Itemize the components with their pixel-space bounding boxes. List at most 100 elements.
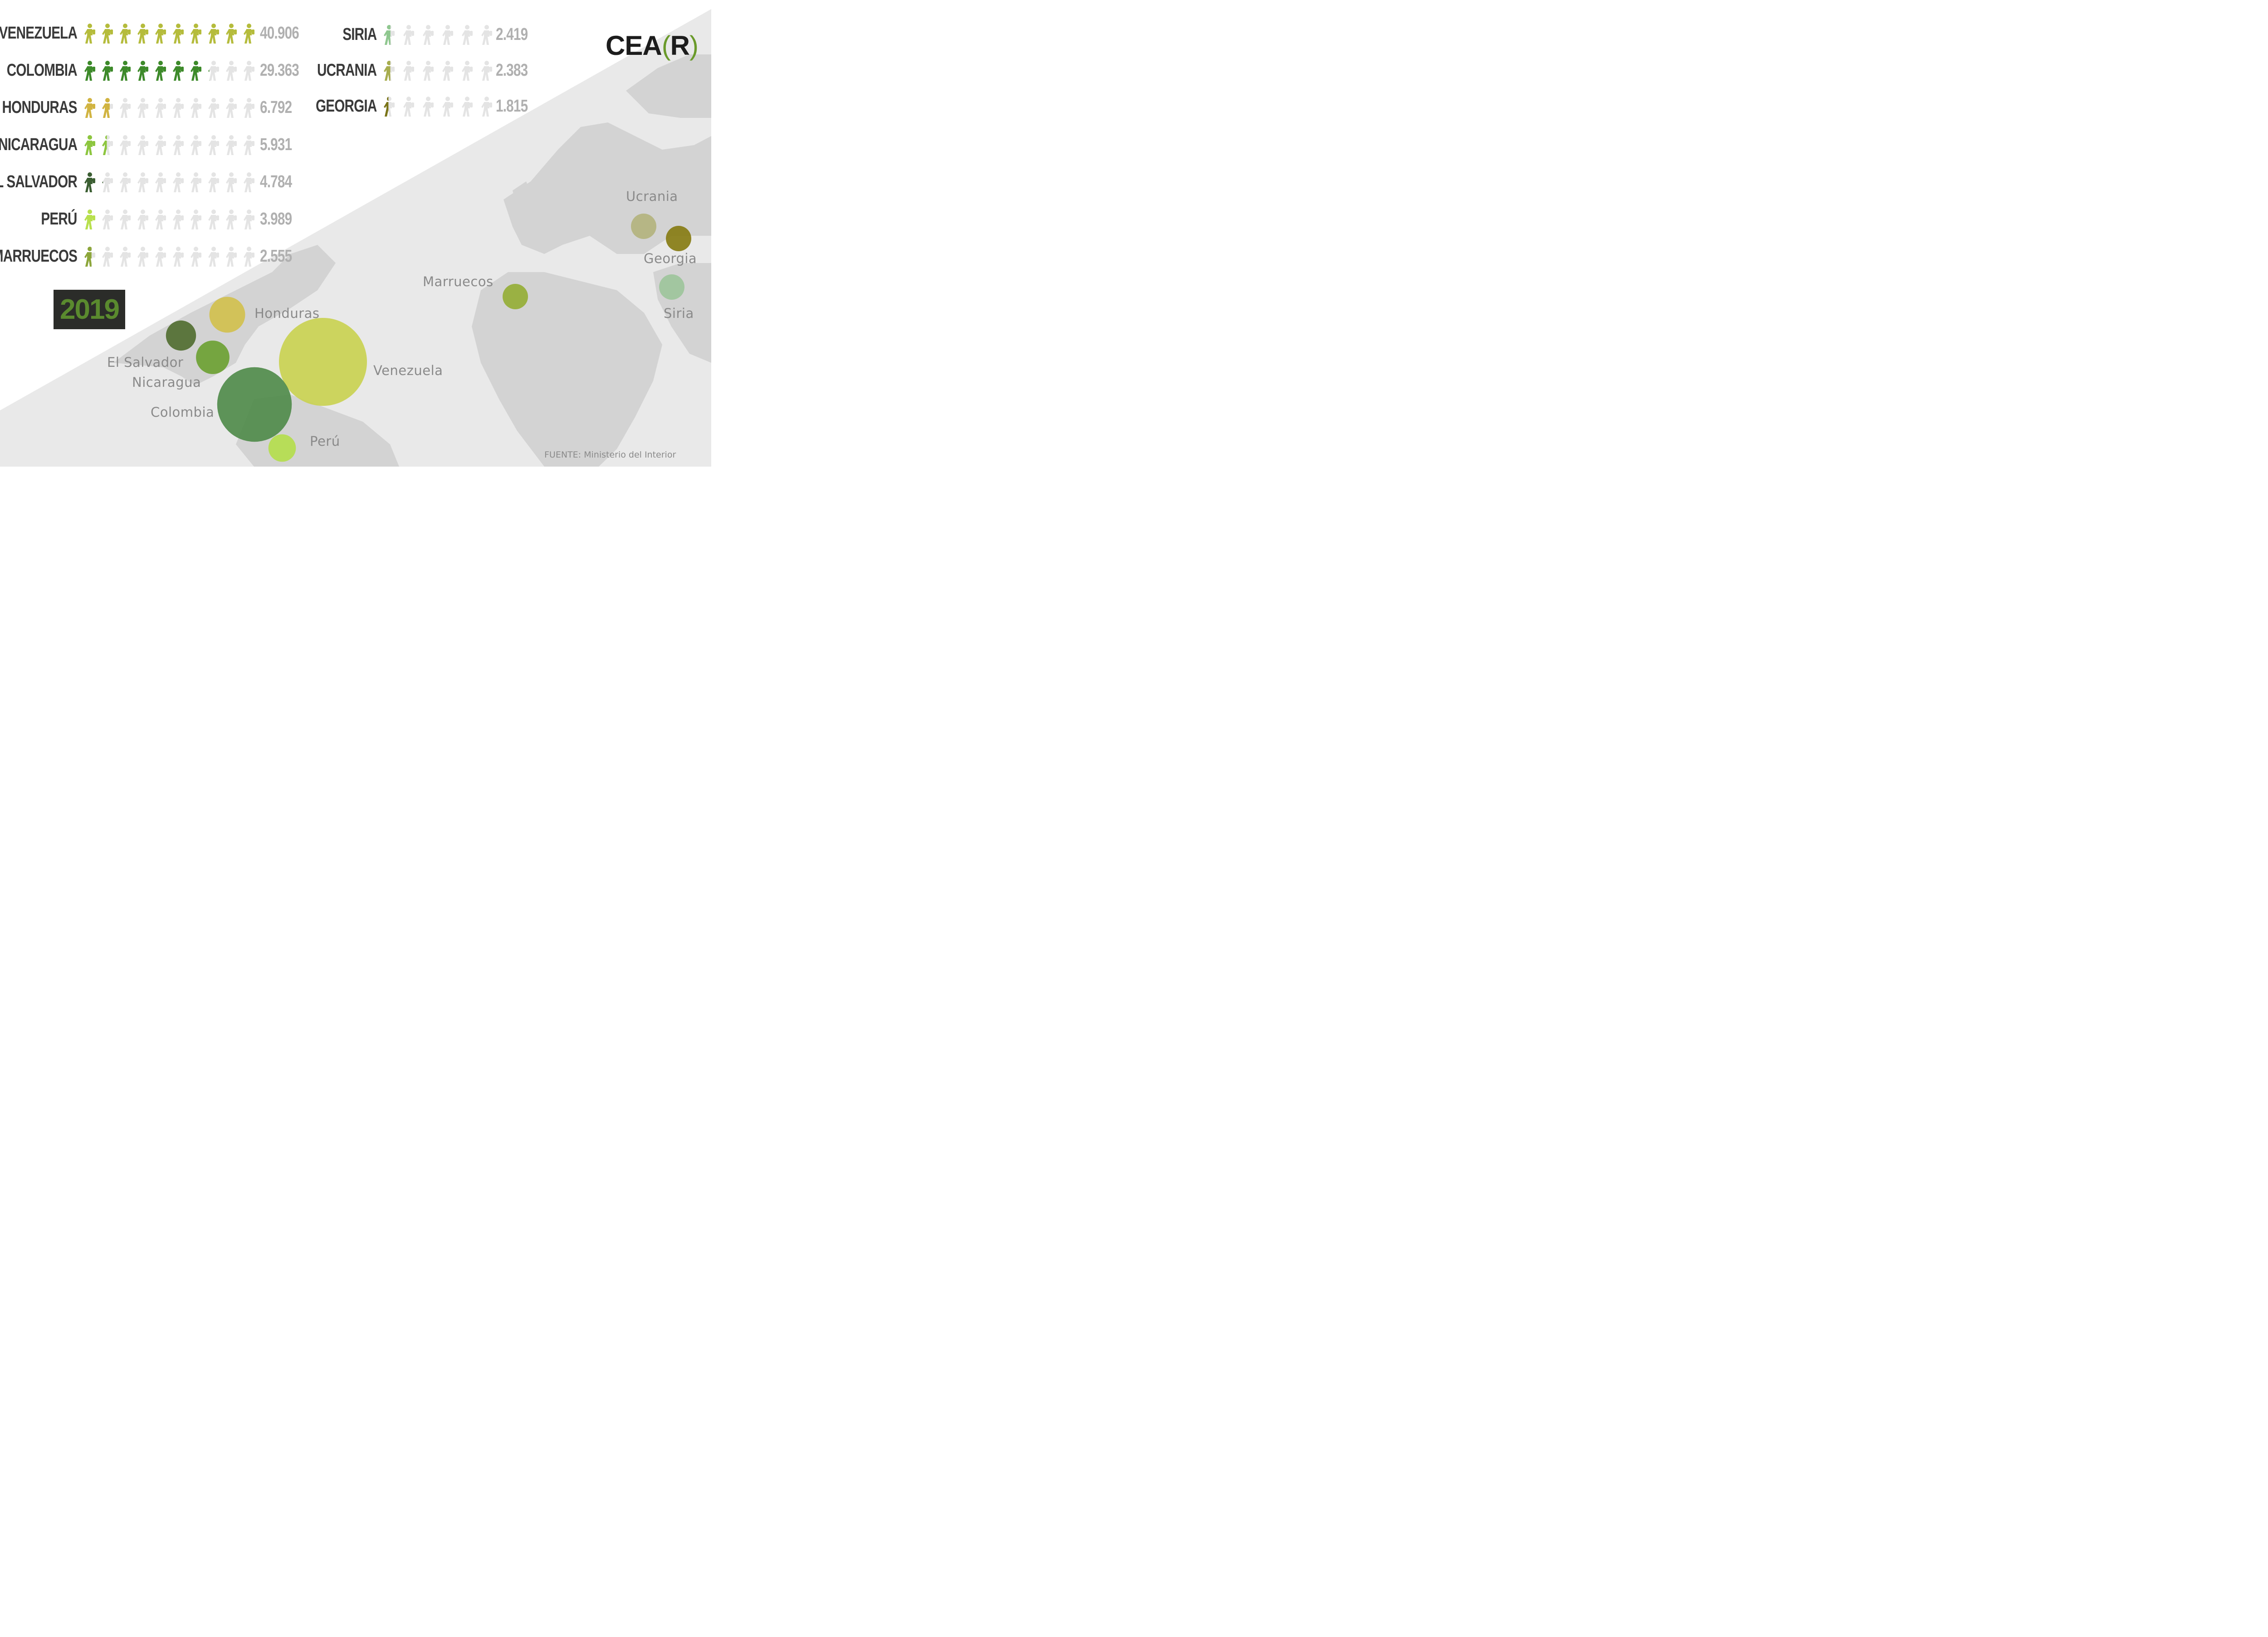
person-icon-nicaragua-4 bbox=[155, 135, 166, 155]
person-icon-marruecos-4 bbox=[155, 247, 166, 267]
country-label-per-: PERÚ bbox=[41, 209, 78, 229]
person-icon-honduras-4 bbox=[155, 98, 166, 118]
person-icon-honduras-6 bbox=[191, 98, 201, 118]
person-icon-per--9 bbox=[244, 209, 254, 229]
person-icon-el-salvador-6 bbox=[191, 172, 201, 192]
person-icon-el-salvador-5 bbox=[173, 172, 184, 192]
person-icon-per--6 bbox=[191, 209, 201, 229]
country-label-siria: SIRIA bbox=[342, 25, 377, 44]
person-icon-nicaragua-5 bbox=[173, 135, 184, 155]
person-icon-ucrania-0 bbox=[384, 61, 395, 81]
country-label-marruecos: MARRUECOS bbox=[0, 247, 78, 266]
person-icon-el-salvador-2 bbox=[120, 172, 131, 192]
bubble-label-el-salvador: El Salvador bbox=[107, 355, 184, 370]
person-icon-venezuela-1 bbox=[102, 24, 113, 44]
person-icon-nicaragua-0 bbox=[84, 135, 95, 155]
person-icon-ucrania-3 bbox=[442, 61, 453, 81]
bubble-label-colombia: Colombia bbox=[151, 404, 215, 420]
person-icon-honduras-3 bbox=[137, 98, 148, 118]
person-icon-georgia-2 bbox=[423, 97, 434, 117]
person-icon-honduras-9 bbox=[244, 98, 254, 118]
person-icon-marruecos-9 bbox=[244, 247, 254, 267]
value-label-marruecos: 2.555 bbox=[260, 247, 292, 266]
person-icon-per--7 bbox=[208, 209, 219, 229]
value-label-colombia: 29.363 bbox=[260, 61, 299, 80]
bubble-per- bbox=[268, 434, 296, 462]
person-icon-el-salvador-0 bbox=[84, 172, 95, 192]
person-icon-colombia-6 bbox=[191, 61, 201, 81]
person-icon-per--0 bbox=[84, 209, 95, 229]
person-icon-siria-2 bbox=[423, 25, 434, 45]
person-icon-colombia-5 bbox=[173, 61, 184, 81]
person-icon-marruecos-0 bbox=[84, 247, 95, 267]
person-icon-ucrania-4 bbox=[462, 61, 473, 81]
bubble-label-siria: Siria bbox=[664, 306, 694, 321]
person-icon-nicaragua-2 bbox=[120, 135, 131, 155]
bubble-label-honduras: Honduras bbox=[254, 306, 320, 321]
person-icon-venezuela-0 bbox=[84, 24, 95, 44]
logo-text: CEA bbox=[606, 30, 662, 61]
person-icon-nicaragua-7 bbox=[208, 135, 219, 155]
infographic: VENEZUELA 40.906 COLOMBIA 29.363 HONDURAS 6.7… bbox=[0, 0, 711, 467]
person-icon-venezuela-6 bbox=[191, 24, 201, 44]
person-icon-el-salvador-7 bbox=[208, 172, 219, 192]
value-label-ucrania: 2.383 bbox=[496, 61, 528, 80]
value-label-nicaragua: 5.931 bbox=[260, 135, 292, 154]
person-icon-venezuela-9 bbox=[244, 24, 254, 44]
person-icon-per--2 bbox=[120, 209, 131, 229]
person-icon-per--1 bbox=[102, 209, 113, 229]
person-icon-georgia-1 bbox=[403, 97, 414, 117]
person-icon-honduras-8 bbox=[226, 98, 237, 118]
person-icon-per--8 bbox=[226, 209, 237, 229]
value-label-georgia: 1.815 bbox=[496, 97, 528, 116]
value-label-venezuela: 40.906 bbox=[260, 24, 299, 43]
person-icon-nicaragua-6 bbox=[191, 135, 201, 155]
bubble-el-salvador bbox=[166, 320, 196, 351]
bubble-honduras bbox=[209, 297, 245, 333]
bubble-label-nicaragua: Nicaragua bbox=[132, 375, 201, 390]
person-icon-venezuela-8 bbox=[226, 24, 237, 44]
value-label-siria: 2.419 bbox=[496, 25, 528, 44]
country-label-honduras: HONDURAS bbox=[2, 98, 78, 117]
pictogram-chart: VENEZUELA 40.906 COLOMBIA 29.363 HONDURAS 6.7… bbox=[0, 0, 711, 467]
person-icon-per--5 bbox=[173, 209, 184, 229]
year-text: 2019 bbox=[60, 294, 120, 325]
source-note: FUENTE: Ministerio del Interior bbox=[544, 450, 676, 460]
person-icon-per--4 bbox=[155, 209, 166, 229]
person-icon-marruecos-7 bbox=[208, 247, 219, 267]
person-icon-honduras-2 bbox=[120, 98, 131, 118]
country-label-el-salvador: EL SALVADOR bbox=[0, 172, 78, 191]
person-icon-marruecos-6 bbox=[191, 247, 201, 267]
person-icon-colombia-3 bbox=[137, 61, 148, 81]
person-icon-ucrania-5 bbox=[481, 61, 492, 81]
person-icon-nicaragua-3 bbox=[137, 135, 148, 155]
person-icon-colombia-7 bbox=[208, 61, 219, 81]
person-icon-venezuela-7 bbox=[208, 24, 219, 44]
bubble-venezuela bbox=[279, 318, 367, 406]
person-icon-colombia-1 bbox=[102, 61, 113, 81]
person-icon-venezuela-2 bbox=[120, 24, 131, 44]
person-icon-siria-4 bbox=[462, 25, 473, 45]
person-icon-honduras-7 bbox=[208, 98, 219, 118]
person-icon-el-salvador-9 bbox=[244, 172, 254, 192]
person-icon-marruecos-1 bbox=[102, 247, 113, 267]
bubble-label-marruecos: Marruecos bbox=[423, 274, 494, 289]
value-label-honduras: 6.792 bbox=[260, 98, 292, 117]
person-icon-honduras-1 bbox=[102, 98, 113, 118]
bubble-label-per-: Perú bbox=[310, 434, 340, 449]
person-icon-el-salvador-3 bbox=[137, 172, 148, 192]
person-icon-ucrania-1 bbox=[403, 61, 414, 81]
person-icon-siria-1 bbox=[403, 25, 414, 45]
person-icon-el-salvador-4 bbox=[155, 172, 166, 192]
person-icon-venezuela-5 bbox=[173, 24, 184, 44]
bubble-georgia bbox=[666, 226, 691, 251]
person-icon-marruecos-3 bbox=[137, 247, 148, 267]
logo-bracket-open: ( bbox=[661, 30, 671, 61]
bubble-ucrania bbox=[631, 214, 656, 239]
person-icon-siria-0 bbox=[384, 25, 395, 45]
year-badge: 2019 bbox=[54, 290, 125, 329]
person-icon-el-salvador-1 bbox=[102, 172, 113, 192]
person-icon-honduras-5 bbox=[173, 98, 184, 118]
person-icon-siria-5 bbox=[481, 25, 492, 45]
person-icon-georgia-5 bbox=[481, 97, 492, 117]
